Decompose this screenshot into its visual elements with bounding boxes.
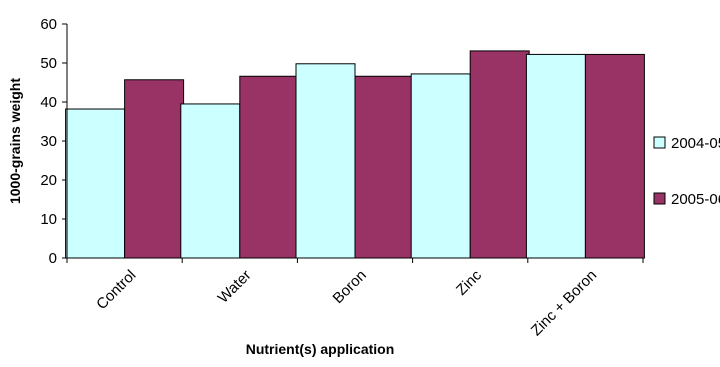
legend-label: 2004-05 <box>671 135 720 152</box>
y-tick-label: 0 <box>49 250 57 267</box>
x-tick-label: Water <box>215 267 255 307</box>
x-axis-title: Nutrient(s) application <box>246 341 395 357</box>
bar-series-2 <box>584 53 645 259</box>
bar-series-2 <box>124 79 185 259</box>
legend: 2004-05 2005-06 <box>653 135 720 208</box>
bar-series-1 <box>295 63 356 259</box>
y-axis-title: 1000-grains weight <box>7 78 23 204</box>
bar-series-2 <box>239 75 300 259</box>
y-axis-ticks: 0 10 20 30 40 50 60 <box>40 16 67 267</box>
x-tick-label: Zinc <box>453 266 485 298</box>
x-axis-ticks: Control Water Boron Zinc Zinc + Boron <box>66 258 644 339</box>
y-tick-label: 10 <box>40 211 57 228</box>
bar-series-1 <box>410 73 471 259</box>
y-tick-label: 60 <box>40 16 57 33</box>
y-tick-label: 40 <box>40 94 57 111</box>
bar-series-2 <box>354 75 415 259</box>
x-tick-label: Control <box>93 267 139 313</box>
y-tick-label: 30 <box>40 133 57 150</box>
bar-series-1 <box>180 103 241 259</box>
legend-label: 2005-06 <box>671 191 720 208</box>
y-tick-label: 20 <box>40 172 57 189</box>
bar-series-2 <box>469 50 530 259</box>
x-tick-label: Boron <box>330 267 370 307</box>
legend-swatch <box>653 136 666 149</box>
legend-swatch <box>653 192 666 205</box>
bar-series-1 <box>525 53 586 259</box>
bars <box>65 50 645 259</box>
bar-series-1 <box>65 108 126 259</box>
x-tick-label: Zinc + Boron <box>528 267 600 339</box>
y-tick-label: 50 <box>40 55 57 72</box>
